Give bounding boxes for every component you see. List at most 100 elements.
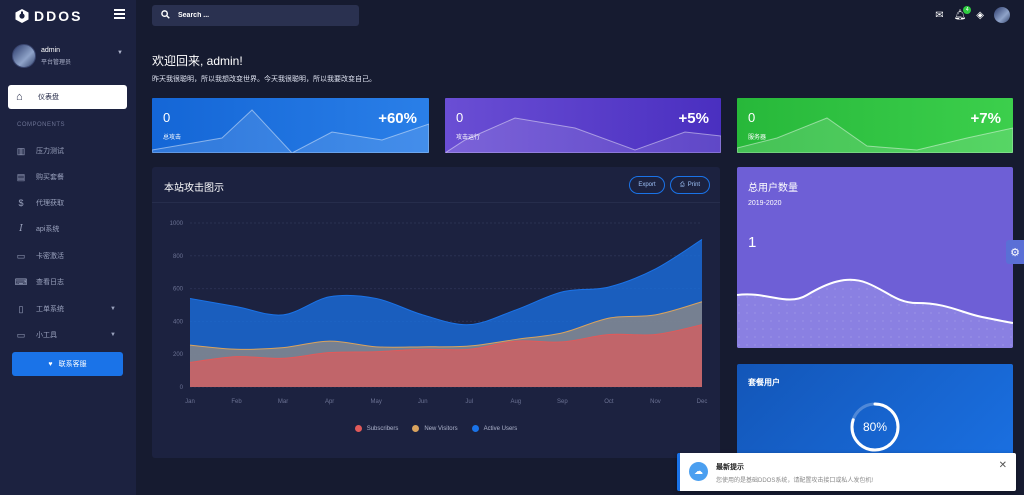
chart-legend: Subscribers New Visitors Active Users <box>152 425 720 432</box>
export-button[interactable]: Export <box>629 176 665 194</box>
search-icon <box>161 10 170 21</box>
x-tick-label: Jul <box>465 399 473 405</box>
stat-sparkline <box>152 109 429 153</box>
y-tick-label: 200 <box>173 352 184 358</box>
sidebar-item-label: 小工具 <box>36 332 57 339</box>
y-tick-label: 1000 <box>170 221 184 227</box>
menu-toggle-icon[interactable] <box>114 9 125 19</box>
legend-item[interactable]: New Visitors <box>412 425 458 432</box>
export-button-label: Export <box>638 182 656 188</box>
bell-icon[interactable]: 🔔︎ 4 <box>954 5 972 21</box>
x-tick-label: Oct <box>604 399 614 405</box>
x-tick-label: Sep <box>557 399 568 405</box>
sidebar-item-dashboard[interactable]: ⌂ 仪表盘 <box>8 85 127 109</box>
printer-icon: ⎙ <box>679 181 685 188</box>
users-card-value: 1 <box>748 234 757 251</box>
card-icon: ▭ <box>16 250 26 261</box>
legend-label: New Visitors <box>424 425 458 432</box>
y-tick-label: 0 <box>180 385 184 391</box>
stat-percent: +7% <box>970 110 1001 127</box>
sidebar-item-label: 购买套餐 <box>36 174 64 181</box>
sidebar-item-logs[interactable]: ⌨ 查看日志 <box>14 275 126 289</box>
x-tick-label: Dec <box>697 399 708 405</box>
search-bar[interactable] <box>152 5 359 26</box>
chevron-down-icon: ▼ <box>110 306 116 312</box>
plan-users-card: 套餐用户 <box>737 364 1013 454</box>
divider <box>152 202 720 203</box>
area-chart: 0 200 400 600 800 1000 Jan Feb Mar Apr May Jun Jul Au… <box>170 221 708 405</box>
tablet-icon: ▯ <box>18 303 24 314</box>
series-area-subscribers <box>190 324 702 387</box>
sidebar-item-proxy[interactable]: $ 代理获取 <box>14 196 126 210</box>
plan-card-title: 套餐用户 <box>748 378 780 387</box>
brand-logo-icon <box>15 9 29 23</box>
home-icon: ⌂ <box>16 91 23 103</box>
cloud-icon: ☁ <box>689 462 708 481</box>
sidebar: DDOS admin 平台管理员 ▼ ⌂ 仪表盘 COMPONENTS ▥ 压力… <box>0 0 136 495</box>
user-name: admin <box>41 46 61 54</box>
y-tick-label: 400 <box>173 319 184 325</box>
plan-progress-value: 80% <box>862 420 888 434</box>
stat-card-running-attacks: 0 攻击运行 +5% <box>445 98 721 153</box>
italic-i-icon: I <box>19 224 23 234</box>
stat-card-servers: 0 服务器 +7% <box>737 98 1013 153</box>
legend-item[interactable]: Subscribers <box>354 425 399 432</box>
stat-sparkline <box>445 117 721 153</box>
brand-logo[interactable]: DDOS <box>14 7 82 25</box>
stat-percent: +60% <box>378 110 417 127</box>
stat-label: 攻击运行 <box>456 135 481 141</box>
y-tick-label: 800 <box>173 254 184 260</box>
x-tick-label: Aug <box>510 399 521 405</box>
sidebar-item-tools[interactable]: ▭ 小工具 ▼ <box>14 328 126 342</box>
series-line-subscribers <box>189 324 703 363</box>
print-button-label: Print <box>687 182 701 188</box>
sidebar-item-label: 查看日志 <box>36 279 64 286</box>
stat-label: 总攻击 <box>163 135 182 141</box>
store-icon: ▤ <box>16 171 26 182</box>
sidebar-item-buy-plan[interactable]: ▤ 购买套餐 <box>14 170 126 184</box>
stat-percent: +5% <box>678 110 709 127</box>
sidebar-item-stress-test[interactable]: ▥ 压力测试 <box>14 144 126 158</box>
close-icon[interactable]: ✕ <box>998 460 1007 471</box>
x-tick-label: Apr <box>325 399 334 405</box>
chevron-down-icon[interactable]: ▼ <box>117 50 123 56</box>
avatar[interactable] <box>994 7 1010 23</box>
page-title: 欢迎回来, admin! <box>152 54 243 68</box>
sidebar-item-label: 卡密激活 <box>36 253 64 260</box>
sidebar-item-card-activate[interactable]: ▭ 卡密激活 <box>14 249 126 263</box>
y-tick-label: 600 <box>173 287 184 293</box>
legend-label: Active Users <box>483 425 518 432</box>
legend-item[interactable]: Active Users <box>471 425 518 432</box>
legend-label: Subscribers <box>366 425 399 432</box>
print-button[interactable]: ⎙ Print <box>670 176 710 194</box>
chart-title: 本站攻击图示 <box>164 183 224 194</box>
x-tick-label: Mar <box>278 399 288 405</box>
sidebar-item-label: 工单系统 <box>36 306 64 313</box>
plan-progress-ring <box>850 402 900 452</box>
toast-title: 最新提示 <box>716 464 744 471</box>
layers-icon[interactable]: ◈ <box>976 9 984 21</box>
series-line-new-visitors <box>189 301 703 350</box>
contact-support-button[interactable]: ♥ 联系客服 <box>12 352 123 376</box>
sidebar-item-api[interactable]: I api系统 <box>14 222 126 236</box>
stat-sparkline <box>737 117 1013 153</box>
heart-icon: ♥ <box>48 360 53 368</box>
sidebar-section-title: COMPONENTS <box>17 122 66 128</box>
bar-chart-icon: ▥ <box>16 145 26 156</box>
brand-name: DDOS <box>34 8 83 24</box>
settings-gear-icon[interactable]: ⚙ <box>1006 240 1024 264</box>
users-card-period: 2019-2020 <box>748 200 782 207</box>
user-profile[interactable]: admin 平台管理员 ▼ <box>12 42 127 70</box>
notification-toast: ☁ 最新提示 您使用的是基础DDOS系统，请配置攻击接口或私人发包机! ✕ <box>677 453 1016 491</box>
search-input[interactable] <box>178 12 348 19</box>
sidebar-item-label: 压力测试 <box>36 148 64 155</box>
sidebar-item-label: api系统 <box>36 226 60 233</box>
mail-icon[interactable]: ✉ <box>935 9 944 21</box>
proxy-icon: $ <box>18 198 24 208</box>
stat-label: 服务器 <box>748 135 767 141</box>
x-tick-label: Jan <box>185 399 195 405</box>
x-tick-label: Feb <box>231 399 242 405</box>
sidebar-item-tickets[interactable]: ▯ 工单系统 ▼ <box>14 302 126 316</box>
legend-dot <box>354 425 362 432</box>
users-card-title: 总用户数量 <box>748 183 798 194</box>
